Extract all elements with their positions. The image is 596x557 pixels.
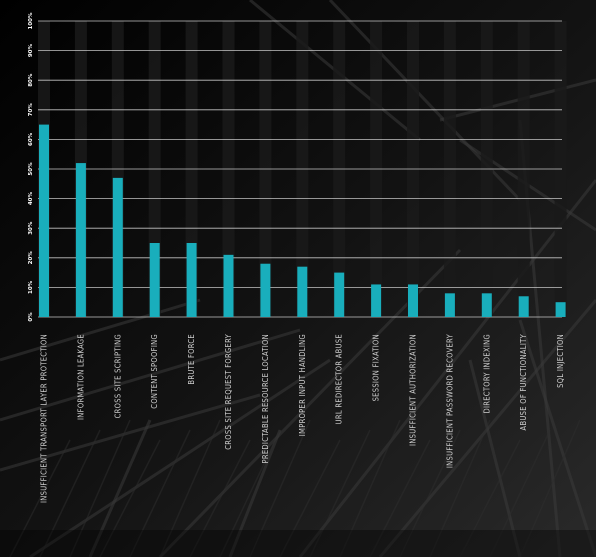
bar: [186, 243, 197, 317]
background-lattice: [489, 429, 551, 557]
bar: [149, 243, 160, 317]
x-axis-label: INSUFFICIENT AUTHORIZATION: [409, 334, 418, 446]
bar: [444, 293, 455, 317]
bar: [75, 163, 86, 317]
background-beam: [298, 179, 596, 557]
background-lattice: [9, 439, 71, 557]
x-axis-label: INSUFFICIENT TRANSPORT LAYER PROTECTION: [40, 334, 49, 503]
bar: [112, 177, 123, 317]
y-tick-label: 10%: [28, 280, 34, 294]
background-lattice: [159, 419, 221, 557]
background-lattice: [279, 439, 341, 557]
bar: [408, 284, 418, 317]
background-lattice: [39, 429, 101, 557]
bar: [260, 263, 271, 317]
bar: [297, 266, 308, 317]
y-tick-label: 70%: [28, 103, 34, 117]
bar: [39, 124, 49, 317]
background-lattice: [99, 439, 161, 557]
x-axis-label: INFORMATION LEAKAGE: [76, 334, 85, 420]
background-beam: [0, 393, 261, 472]
background-lattice: [309, 429, 371, 557]
y-tick-label: 40%: [28, 192, 34, 206]
x-axis-label: DIRECTORY INDEXING: [482, 334, 491, 414]
y-tick-label: 50%: [28, 162, 34, 176]
x-axis-label: ABUSE OF FUNCTIONALITY: [519, 333, 528, 430]
y-axis-ticks: 0% 10% 20% 30% 40% 50% 60% 70% 80% 90% 100%: [28, 12, 34, 322]
background-beam: [228, 429, 282, 557]
x-axis-label: INSUFFICIENT PASSWORD RECOVERY: [445, 333, 454, 468]
background-lattice: [69, 419, 131, 557]
bar: [223, 254, 234, 317]
y-tick-label: 90%: [28, 44, 34, 58]
background-beam: [29, 358, 331, 557]
x-axis-labels: INSUFFICIENT TRANSPORT LAYER PROTECTION I…: [40, 333, 566, 503]
y-tick-label: 100%: [28, 12, 34, 29]
bar: [555, 302, 566, 317]
y-tick-label: 80%: [28, 73, 34, 87]
background-beam: [0, 298, 201, 362]
x-axis-label: BRUTE FORCE: [187, 334, 196, 385]
background-lattice: [429, 419, 491, 557]
background-beam: [0, 328, 301, 422]
background-lattice: [189, 439, 251, 557]
x-axis-label: IMPROPER INPUT HANDLING: [298, 334, 307, 436]
bars: [39, 124, 566, 317]
y-tick-label: 20%: [28, 251, 34, 265]
background-beam: [518, 319, 596, 557]
background-lattice: [399, 429, 461, 557]
x-axis-label: PREDICTABLE RESOURCE LOCATION: [261, 334, 270, 464]
x-axis-label: CONTENT SPOOFING: [150, 334, 159, 409]
y-tick-label: 60%: [28, 132, 34, 146]
x-axis-label: SESSION FIXATION: [372, 334, 381, 401]
background-lattice: [459, 439, 521, 557]
background-lattice: [519, 419, 581, 557]
bar: [481, 293, 492, 317]
x-axis-label: URL REDIRECTOR ABUSE: [335, 334, 344, 424]
background-lattice: [129, 429, 191, 557]
x-axis-label: CROSS SITE REQUEST FORGERY: [224, 333, 233, 449]
bar: [518, 296, 529, 317]
x-axis-label: CROSS SITE SCRIPTING: [113, 334, 122, 418]
background-lattice: [219, 429, 281, 557]
background-lattice: [339, 419, 401, 557]
background-lattice: [369, 439, 431, 557]
x-axis-label: SQL INJECTION: [556, 334, 565, 388]
background-shade: [0, 530, 596, 557]
background-beam: [88, 419, 152, 557]
bar: [334, 272, 345, 317]
y-tick-label: 30%: [28, 221, 34, 235]
background-beam: [468, 359, 522, 557]
background-lattice: [249, 419, 311, 557]
bar: [371, 284, 382, 317]
y-tick-label: 0%: [28, 312, 34, 322]
